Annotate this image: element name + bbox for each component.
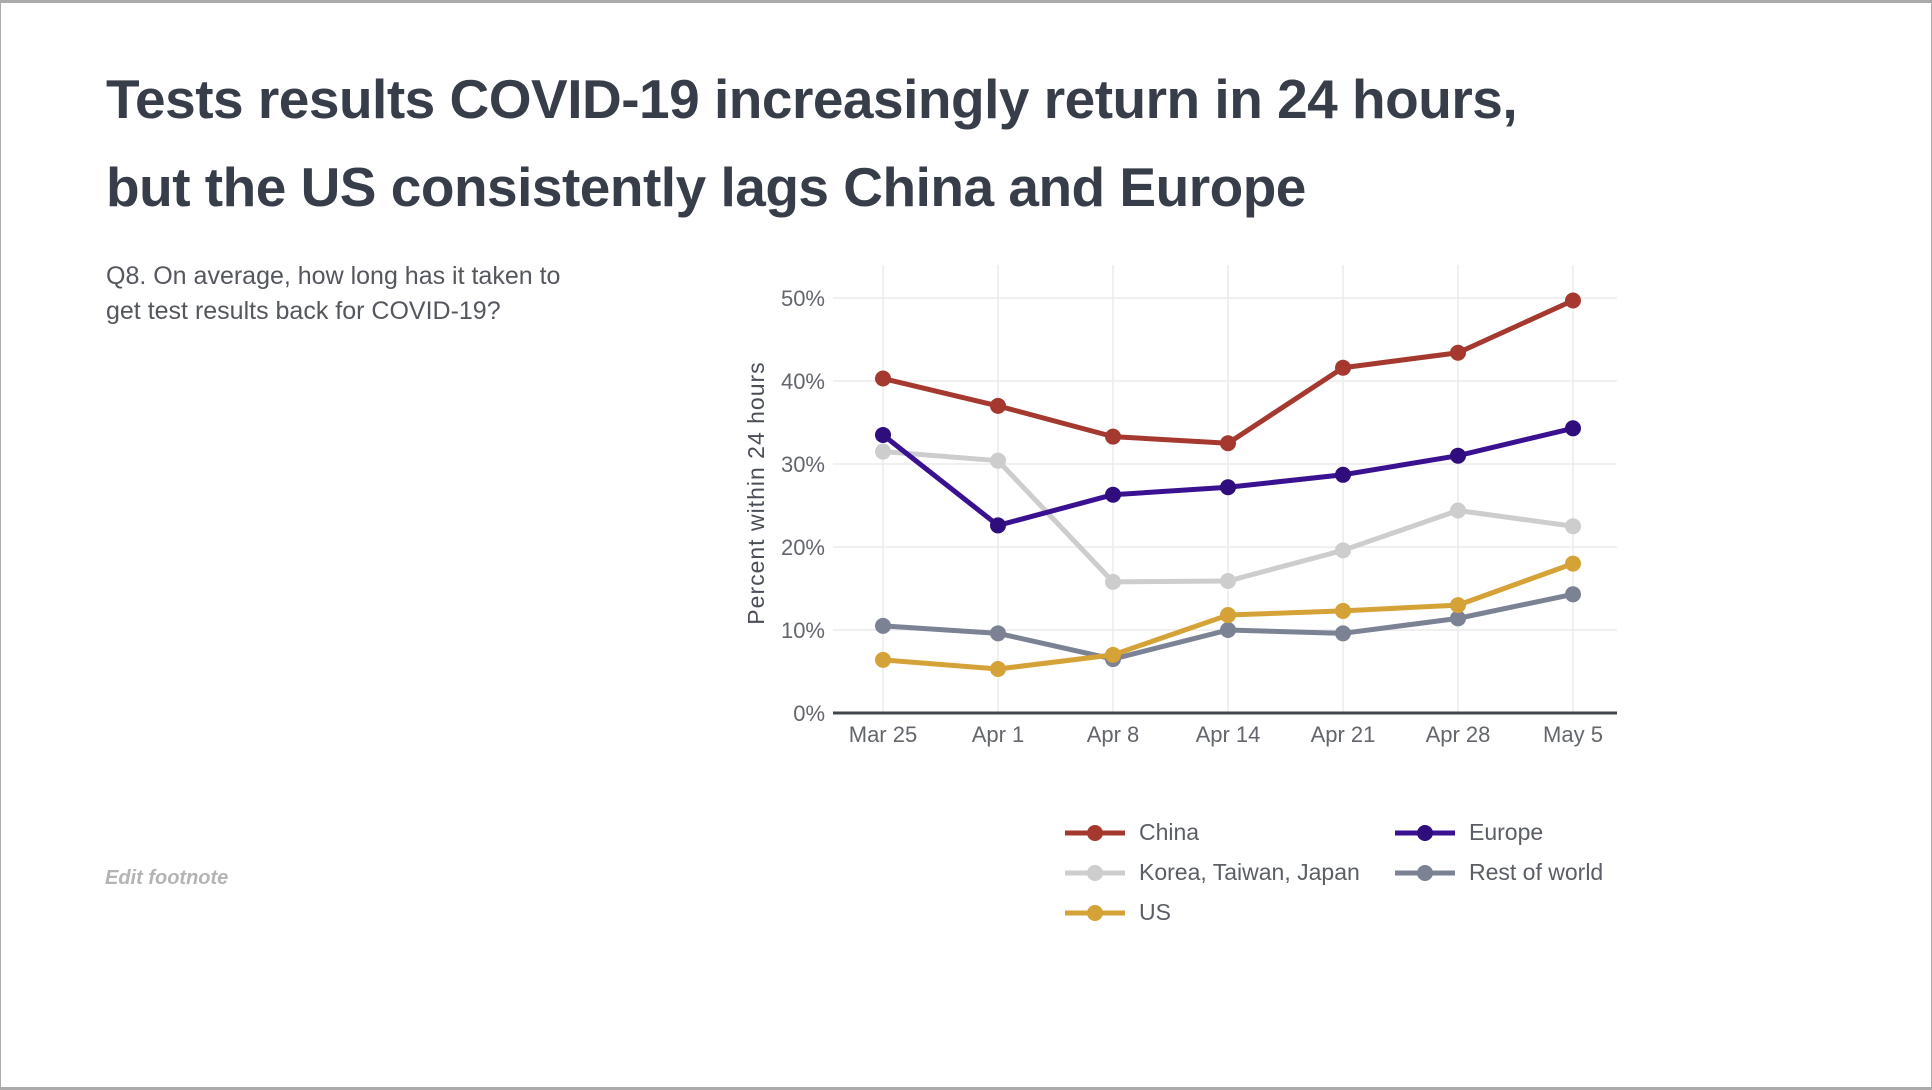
data-point [1220, 479, 1236, 496]
data-point [875, 443, 891, 460]
data-point [1335, 359, 1351, 376]
data-point [1565, 292, 1581, 309]
legend-label: US [1139, 899, 1171, 925]
data-point [1450, 597, 1466, 614]
legend-marker-icon [1395, 864, 1455, 881]
data-point [990, 625, 1006, 642]
page-title: Tests results COVID-19 increasingly retu… [106, 68, 1518, 218]
legend-marker-icon [1065, 824, 1125, 841]
x-tick-label: Mar 25 [849, 722, 917, 747]
data-point [875, 651, 891, 668]
data-point [990, 397, 1006, 414]
data-point [1450, 502, 1466, 519]
x-tick-label: Apr 1 [972, 722, 1025, 747]
data-point [1450, 344, 1466, 361]
legend-marker-icon [1065, 864, 1125, 881]
x-tick-label: Apr 8 [1087, 722, 1140, 747]
data-point [990, 661, 1006, 678]
legend-item-korea-taiwan-japan: Korea, Taiwan, Japan [1063, 859, 1393, 886]
series-china [875, 292, 1581, 452]
legend-item-rest-of-world: Rest of world [1393, 859, 1603, 886]
data-point [1105, 646, 1121, 663]
edit-footnote-link[interactable]: Edit footnote [105, 867, 229, 889]
series-rest-of-world [875, 586, 1581, 668]
legend-item-china: China [1063, 819, 1393, 846]
legend-label: Rest of world [1469, 859, 1604, 885]
data-point [1335, 466, 1351, 483]
data-point [875, 370, 891, 387]
data-point [990, 452, 1006, 469]
data-point [1105, 573, 1121, 590]
data-point [875, 426, 891, 443]
data-point [1565, 555, 1581, 572]
legend-marker-icon [1065, 904, 1125, 921]
survey-question-text: Q8. On average, how long has it taken to… [106, 262, 561, 325]
series-europe [875, 420, 1581, 534]
y-tick-label: 10% [781, 618, 825, 643]
data-point [1335, 542, 1351, 559]
data-point [1565, 420, 1581, 437]
data-point [1565, 518, 1581, 535]
data-point [1565, 586, 1581, 603]
legend-label: China [1139, 819, 1200, 845]
y-tick-label: 40% [781, 369, 825, 394]
data-point [875, 617, 891, 634]
x-tick-label: Apr 28 [1426, 722, 1491, 747]
data-point [1105, 428, 1121, 445]
x-tick-label: Apr 21 [1311, 722, 1376, 747]
data-point [1450, 447, 1466, 464]
data-point [990, 517, 1006, 534]
data-point [1220, 607, 1236, 624]
y-tick-label: 30% [781, 452, 825, 477]
y-axis-title: Percent within 24 hours [743, 361, 769, 624]
series-us [875, 555, 1581, 678]
data-point [1335, 602, 1351, 619]
data-point [1220, 573, 1236, 590]
data-point [1335, 625, 1351, 642]
y-tick-label: 50% [781, 286, 825, 311]
data-point [1105, 486, 1121, 503]
x-tick-label: Apr 14 [1196, 722, 1261, 747]
y-tick-label: 0% [793, 701, 825, 726]
series-korea-taiwan-japan [875, 443, 1581, 590]
legend-item-europe: Europe [1393, 819, 1603, 846]
legend-label: Europe [1469, 819, 1544, 845]
y-tick-label: 20% [781, 535, 825, 560]
data-point [1220, 622, 1236, 638]
chart-legend: China Europe Korea, Taiwan, Japan Rest of w… [1063, 819, 1603, 926]
line-chart: 0% 10% 20% 30% 40% 50% Mar 25 Apr 1 Apr 8 Apr 14 A… [743, 265, 1617, 747]
legend-item-us: US [1063, 899, 1393, 926]
data-point [1450, 610, 1466, 627]
legend-marker-icon [1395, 824, 1455, 841]
data-point [1220, 435, 1236, 452]
x-tick-label: May 5 [1543, 722, 1603, 747]
legend-label: Korea, Taiwan, Japan [1139, 859, 1360, 885]
